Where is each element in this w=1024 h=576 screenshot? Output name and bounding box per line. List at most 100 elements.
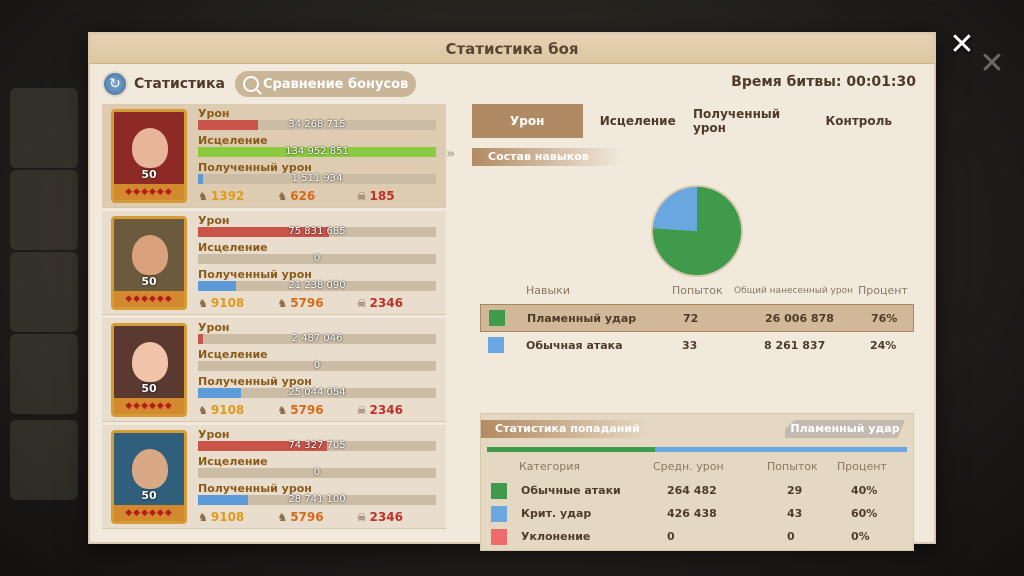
- details-tab[interactable]: Исцеление: [599, 114, 676, 128]
- skill-name: Пламенный удар: [527, 312, 637, 325]
- hero-portrait: 50 ◆◆◆◆◆◆: [111, 216, 187, 310]
- refresh-icon: ↻: [102, 71, 128, 97]
- close-icon[interactable]: ✕: [949, 27, 975, 62]
- hero-list: 50 ◆◆◆◆◆◆ Урон 34 268 715 Исцеление 134 …: [102, 104, 446, 532]
- skill-row[interactable]: Обычная атака 33 8 261 837 24%: [480, 332, 914, 360]
- heal-label: Исцеление: [198, 241, 268, 254]
- statistics-tab-label: Статистика: [134, 76, 225, 92]
- background-card: [10, 88, 78, 168]
- statistics-tab[interactable]: ↻ Статистика: [102, 71, 225, 97]
- heal-count: ♞ 9108: [198, 296, 277, 310]
- hit-attempts: 43: [787, 507, 803, 520]
- skill-attempts: 33: [682, 339, 698, 352]
- battle-stats-dialog: Статистика боя ✕ ↻ Статистика Сравнение …: [88, 28, 975, 551]
- heal-count-value: 9108: [210, 510, 245, 524]
- hero-portrait: 50 ◆◆◆◆◆◆: [111, 430, 187, 524]
- hit-avg: 264 482: [667, 484, 717, 497]
- hero-card[interactable]: 50 ◆◆◆◆◆◆ Урон 74 327 705 Исцеление 0 По…: [102, 425, 446, 529]
- hero-card[interactable]: 50 ◆◆◆◆◆◆ Урон 75 831 685 Исцеление 0 По…: [102, 211, 446, 315]
- received-value: 21 238 090: [288, 280, 346, 291]
- dialog-title: Статистика боя: [445, 39, 579, 58]
- hero-portrait: 50 ◆◆◆◆◆◆: [111, 323, 187, 417]
- hits-skill-selector[interactable]: Пламенный удар: [785, 420, 905, 438]
- skull-icon: ☠: [356, 403, 367, 417]
- skill-row[interactable]: Пламенный удар 72 26 006 878 76%: [480, 304, 914, 332]
- soldier-wounded-icon: ♞: [277, 510, 288, 524]
- details-tab[interactable]: Полученный урон: [693, 107, 781, 135]
- heal-bar-fill: [198, 147, 436, 157]
- received-label: Полученный урон: [198, 375, 312, 388]
- kill-count-value: 2346: [369, 403, 403, 417]
- pie-border: [650, 184, 744, 278]
- heal-value: 0: [313, 253, 321, 264]
- skill-color-swatch: [489, 310, 505, 326]
- search-icon: [242, 76, 259, 92]
- skills-table-header: Навыки Попыток Общий нанесенный урон Про…: [472, 284, 914, 300]
- received-label: Полученный урон: [198, 161, 312, 174]
- damage-count: ♞ 5796: [277, 403, 356, 417]
- soldier-heal-icon: ♞: [198, 296, 208, 310]
- damage-value: 75 831 685: [288, 226, 346, 237]
- skull-icon: ☠: [356, 189, 367, 203]
- hero-stars-icon: ◆◆◆◆◆◆: [114, 184, 184, 200]
- received-bar: 25 044 054: [198, 387, 436, 398]
- kill-count: ☠ 2346: [357, 296, 436, 310]
- heal-label: Исцеление: [198, 455, 268, 468]
- background-card: [10, 170, 78, 250]
- double-chevron-icon: »: [446, 146, 456, 162]
- soldier-wounded-icon: ♞: [277, 189, 288, 203]
- hit-percent: 60%: [851, 507, 878, 520]
- damage-bar: 34 268 715: [198, 119, 436, 130]
- heal-bar: 134 952 851: [198, 146, 436, 157]
- heal-stat: Исцеление 0: [198, 242, 436, 264]
- heal-value: 134 952 851: [285, 146, 349, 157]
- battle-time: Время битвы: 00:01:30: [731, 74, 916, 90]
- kill-count-value: 185: [369, 189, 395, 203]
- skull-icon: ☠: [356, 510, 367, 524]
- received-bar: 28 741 100: [198, 494, 436, 505]
- details-tab[interactable]: Контроль: [825, 114, 892, 128]
- hit-row: Обычные атаки 264 482 29 40%: [481, 480, 913, 502]
- hero-stars-icon: ◆◆◆◆◆◆: [114, 505, 184, 521]
- skill-attempts: 72: [683, 312, 699, 325]
- soldier-wounded-icon: ♞: [277, 403, 288, 417]
- hits-title: Статистика попаданий: [481, 420, 651, 438]
- hit-avg: 426 438: [667, 507, 717, 520]
- received-stat: Полученный урон 1 511 934: [198, 162, 436, 184]
- compare-bonuses-button[interactable]: Сравнение бонусов: [234, 71, 417, 97]
- hit-attempts: 29: [787, 484, 803, 497]
- hit-avg: 0: [667, 530, 675, 543]
- damage-label: Урон: [198, 107, 230, 120]
- details-tab[interactable]: Урон: [472, 104, 583, 138]
- hits-statistics: Статистика попаданий Пламенный удар Кате…: [480, 413, 914, 551]
- hero-face: [132, 342, 168, 382]
- soldier-wounded-icon: ♞: [277, 296, 288, 310]
- skills-header-attempts: Попыток: [672, 284, 723, 297]
- damage-bar-fill: [198, 227, 329, 237]
- heal-bar: 0: [198, 360, 436, 371]
- damage-stat: Урон 74 327 705: [198, 429, 436, 451]
- skills-pie-chart: [650, 184, 744, 278]
- skill-color-swatch: [488, 337, 504, 353]
- hero-level: 50: [141, 275, 157, 288]
- hero-level: 50: [141, 489, 157, 502]
- hits-header-attempts: Попыток: [767, 460, 818, 473]
- received-bar-fill: [198, 388, 241, 398]
- damage-value: 74 327 705: [288, 440, 346, 451]
- hero-card[interactable]: 50 ◆◆◆◆◆◆ Урон 2 487 046 Исцеление 0 Пол…: [102, 318, 446, 422]
- hero-level: 50: [141, 382, 157, 395]
- heal-label: Исцеление: [198, 134, 268, 147]
- header-tabs: ↻ Статистика Сравнение бонусов: [102, 70, 417, 98]
- hero-card[interactable]: 50 ◆◆◆◆◆◆ Урон 34 268 715 Исцеление 134 …: [102, 104, 446, 208]
- damage-count-value: 5796: [290, 510, 324, 524]
- heal-stat: Исцеление 0: [198, 349, 436, 371]
- hits-split-segment: [655, 447, 907, 452]
- damage-label: Урон: [198, 321, 230, 334]
- hit-percent: 40%: [851, 484, 878, 497]
- skill-percent: 24%: [870, 339, 897, 352]
- kill-count-value: 2346: [369, 296, 403, 310]
- skills-section-title: Состав навыков: [472, 148, 622, 166]
- skill-percent: 76%: [871, 312, 898, 325]
- hits-split-bar: [487, 447, 907, 452]
- damage-count: ♞ 626: [277, 189, 356, 203]
